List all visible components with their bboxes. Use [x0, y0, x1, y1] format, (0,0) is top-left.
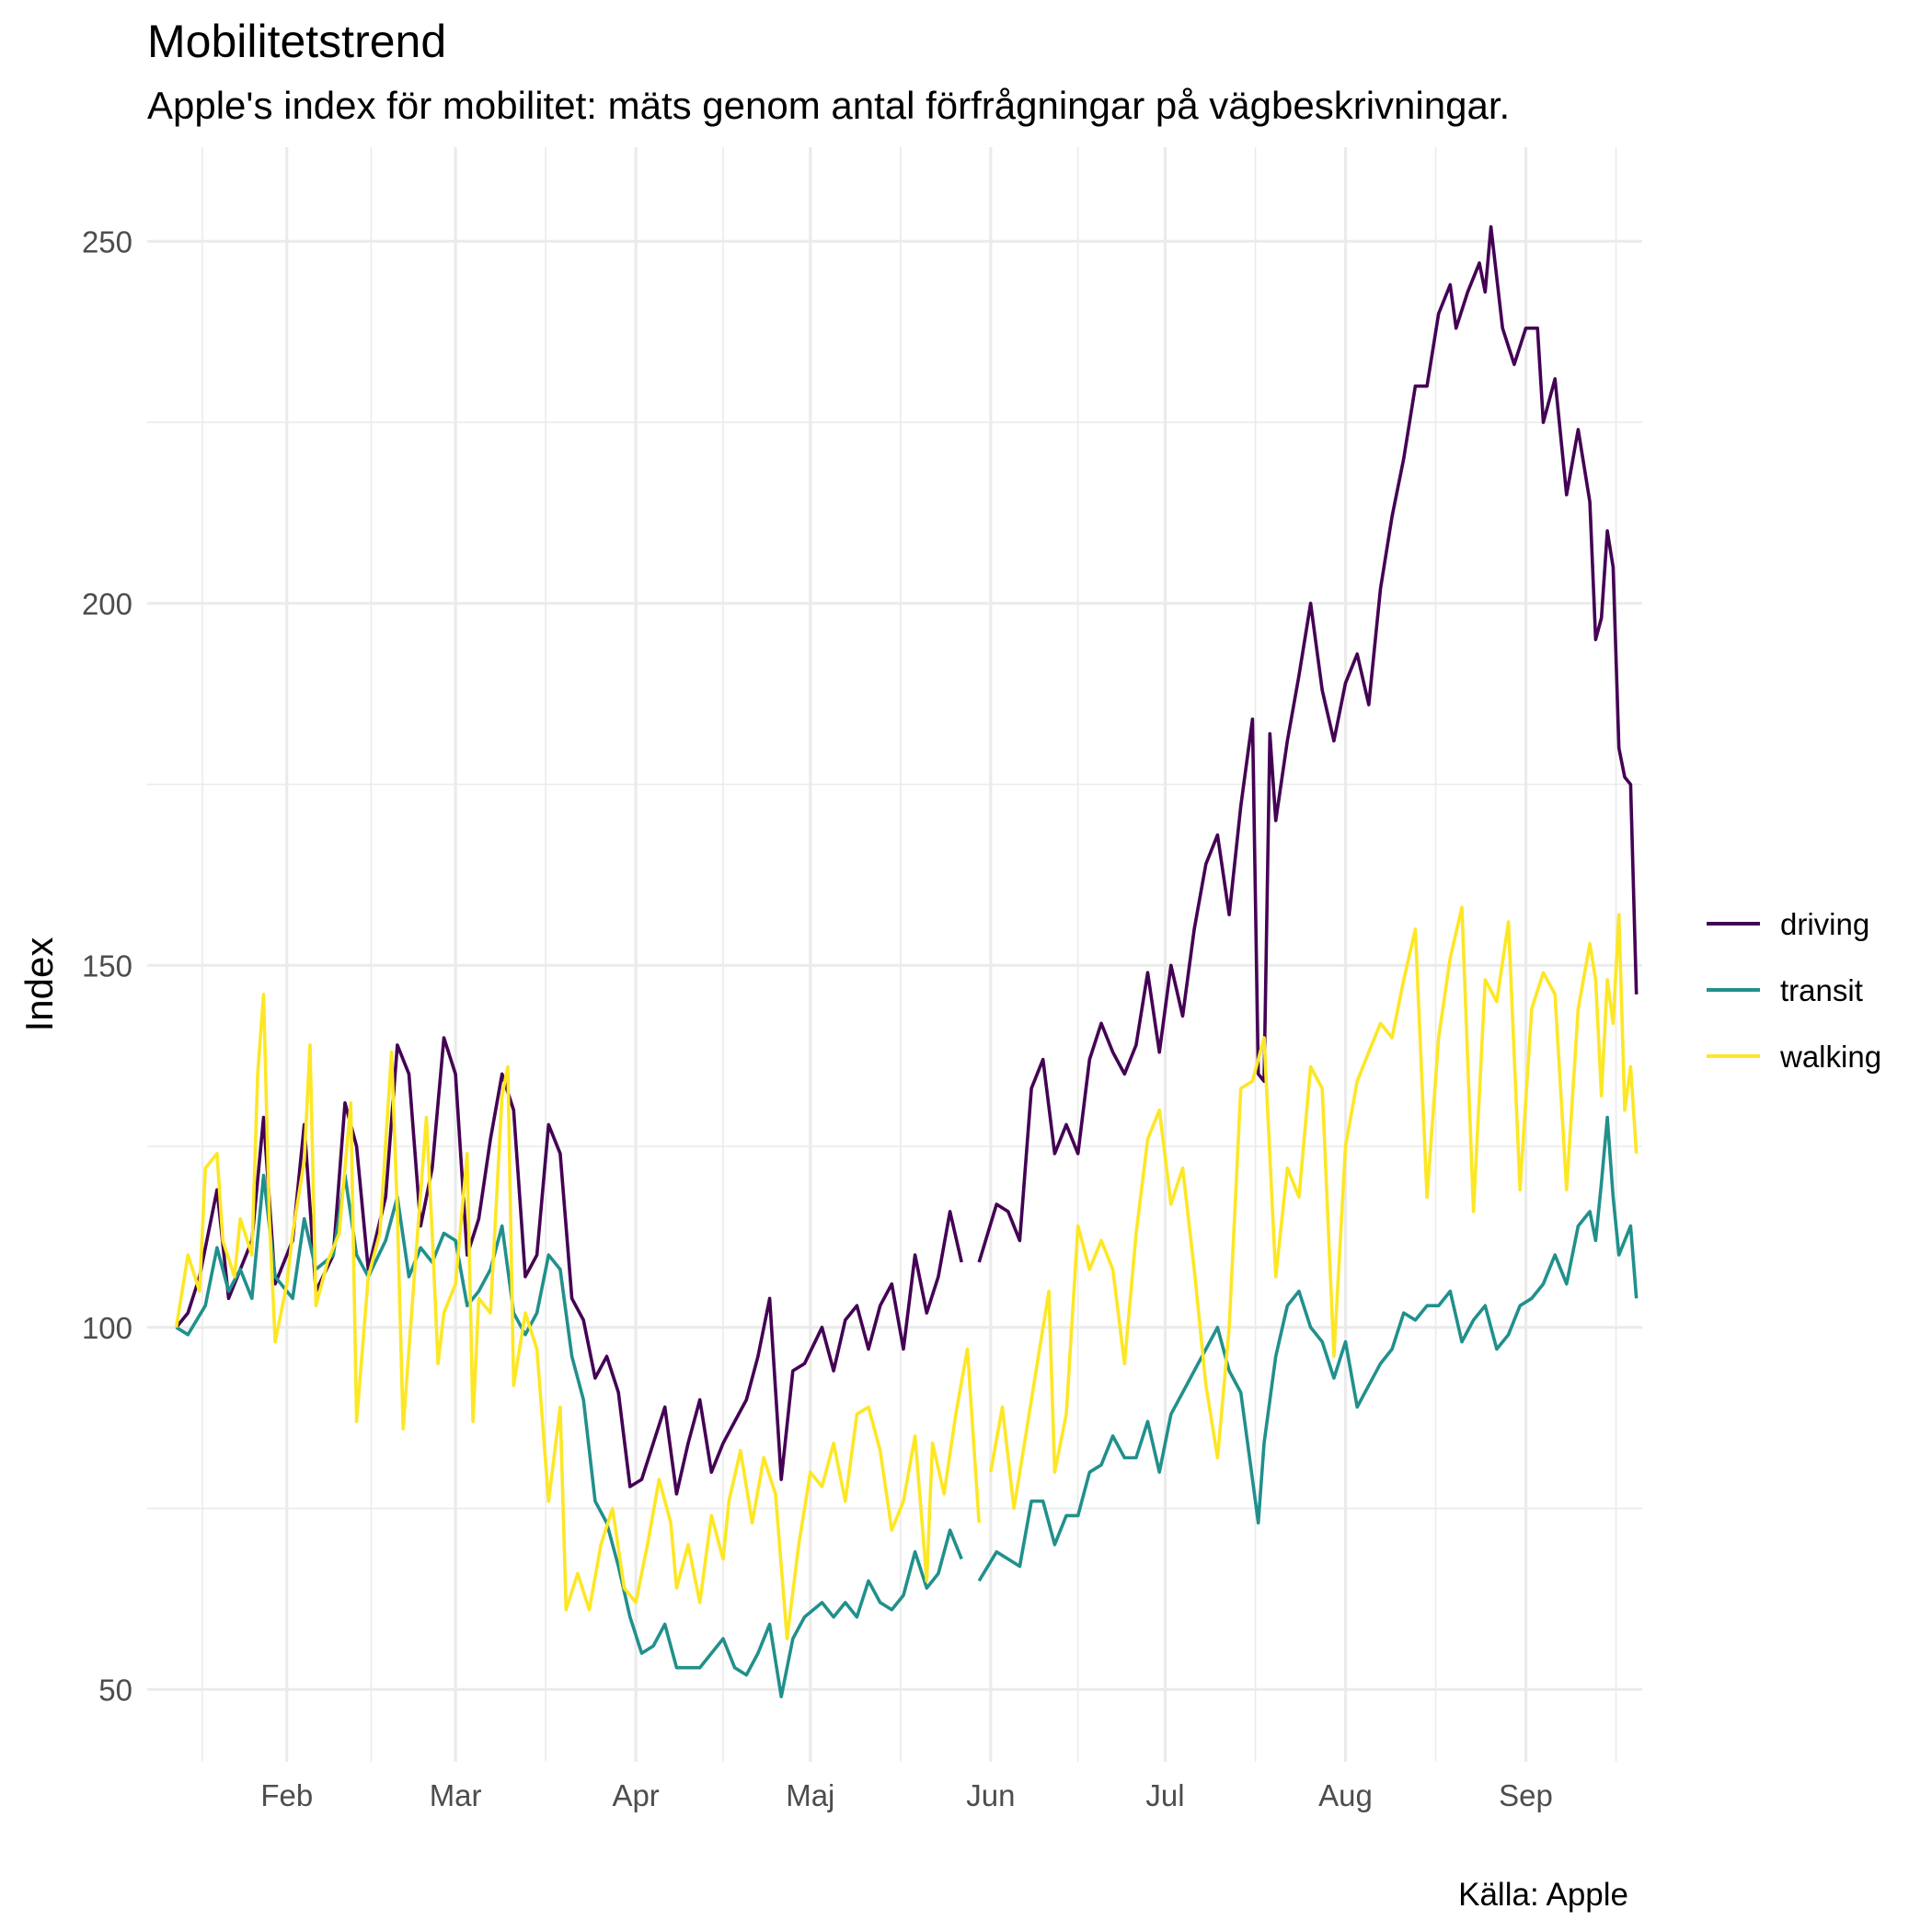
x-tick-label: Mar — [430, 1778, 482, 1812]
chart-title: Mobilitetstrend — [147, 16, 447, 67]
x-tick-label: Feb — [260, 1778, 313, 1812]
series-layer — [174, 224, 1639, 1698]
chart-subtitle: Apple's index för mobilitet: mäts genom … — [147, 84, 1511, 127]
legend: driving transit walking — [1707, 907, 1881, 1074]
x-tick-label: Apr — [612, 1778, 659, 1812]
legend-label-transit: transit — [1780, 973, 1863, 1007]
legend-label-walking: walking — [1779, 1040, 1881, 1074]
x-axis-ticks: Feb Mar Apr Maj Jun Jul Aug Sep — [260, 1778, 1553, 1812]
grid-layer — [147, 147, 1642, 1762]
y-tick-label: 100 — [82, 1311, 132, 1345]
series-line-walking — [174, 905, 1639, 1640]
x-tick-label: Maj — [786, 1778, 834, 1812]
legend-label-driving: driving — [1780, 907, 1869, 941]
y-tick-label: 200 — [82, 587, 132, 621]
chart-caption: Källa: Apple — [1458, 1877, 1628, 1913]
x-tick-label: Jun — [966, 1778, 1015, 1812]
series-line-driving — [175, 224, 1639, 1496]
y-axis-title: Index — [17, 937, 61, 1032]
y-tick-label: 50 — [98, 1673, 132, 1707]
series-line-transit — [175, 1115, 1639, 1698]
x-tick-label: Aug — [1318, 1778, 1373, 1812]
x-tick-label: Sep — [1499, 1778, 1553, 1812]
y-tick-label: 250 — [82, 224, 132, 259]
x-tick-label: Jul — [1145, 1778, 1184, 1812]
y-tick-label: 150 — [82, 949, 132, 983]
y-axis-ticks: 50 100 150 200 250 — [82, 224, 132, 1707]
